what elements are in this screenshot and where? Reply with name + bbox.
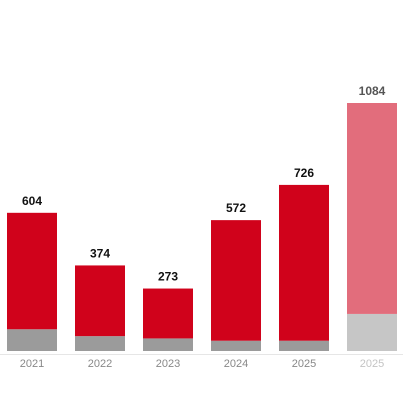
bar-base-segment-4 xyxy=(211,340,261,351)
x-tick-label-5: 2025 xyxy=(292,358,316,370)
bar-base-segment-5 xyxy=(279,340,329,351)
bar-value-label-4: 572 xyxy=(226,201,246,215)
x-tick-label-4: 2024 xyxy=(224,358,248,370)
bar-main-segment-6 xyxy=(347,103,397,314)
bar-value-label-2: 374 xyxy=(90,246,110,260)
bar-base-segment-6 xyxy=(347,313,397,351)
bar-base-segment-3 xyxy=(143,338,193,351)
x-tick-label-3: 2023 xyxy=(156,358,180,370)
x-tick-label-group: 2021 2022 2023 2024 2025 2025 xyxy=(20,358,384,370)
x-tick-label-2: 2022 xyxy=(88,358,112,370)
x-tick-label-1: 2021 xyxy=(20,358,44,370)
bar-main-segment-2 xyxy=(75,265,125,337)
x-tick-label-6: 2025 xyxy=(360,358,384,370)
bar-value-label-6: 1084 xyxy=(359,84,386,98)
bar-group xyxy=(7,103,397,351)
bar-main-segment-5 xyxy=(279,184,329,341)
bar-main-segment-3 xyxy=(143,288,193,339)
value-label-group: 604 374 273 572 726 1084 xyxy=(22,84,386,284)
bar-value-label-1: 604 xyxy=(22,194,42,208)
bar-base-segment-2 xyxy=(75,336,125,351)
bar-value-label-5: 726 xyxy=(294,166,314,180)
bar-value-label-3: 273 xyxy=(158,270,178,284)
bar-main-segment-1 xyxy=(7,212,57,330)
bar-main-segment-4 xyxy=(211,220,261,341)
bar-base-segment-1 xyxy=(7,329,57,351)
